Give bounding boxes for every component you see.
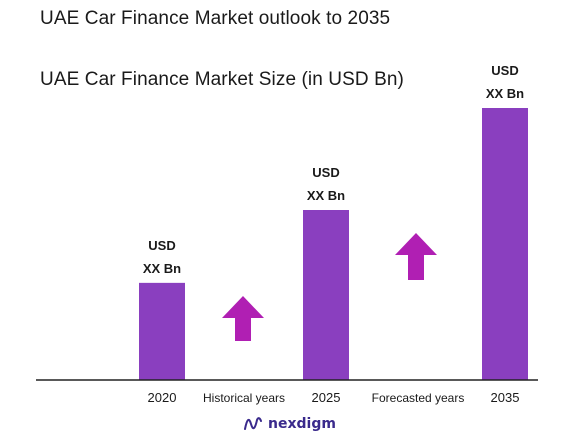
x-tick-label-2020: 2020	[148, 390, 177, 405]
growth-arrow-forecast	[395, 233, 437, 280]
data-label-line2-2035: XX Bn	[486, 86, 524, 101]
logo-text: nexdigm	[268, 416, 336, 432]
segment-label-2: Forecasted years	[372, 391, 465, 405]
growth-arrow-historical	[222, 296, 264, 341]
chart-subtitle: UAE Car Finance Market Size (in USD Bn)	[40, 69, 404, 90]
x-tick-label-2025: 2025	[312, 390, 341, 405]
chart-title: UAE Car Finance Market outlook to 2035	[40, 8, 391, 29]
nexdigm-logo-icon	[244, 417, 262, 430]
x-tick-label-2035: 2035	[491, 390, 520, 405]
data-label-line2-2025: XX Bn	[307, 188, 345, 203]
data-label-line1-2035: USD	[491, 63, 518, 78]
segment-label-1: Historical years	[203, 391, 285, 405]
bar-2025	[303, 210, 349, 380]
data-label-line1-2025: USD	[312, 165, 339, 180]
brand-logo: nexdigm	[243, 414, 336, 434]
data-label-line2-2020: XX Bn	[143, 261, 181, 276]
bar-2020	[139, 282, 185, 380]
bar-2035	[482, 108, 528, 380]
data-label-line1-2020: USD	[148, 238, 175, 253]
